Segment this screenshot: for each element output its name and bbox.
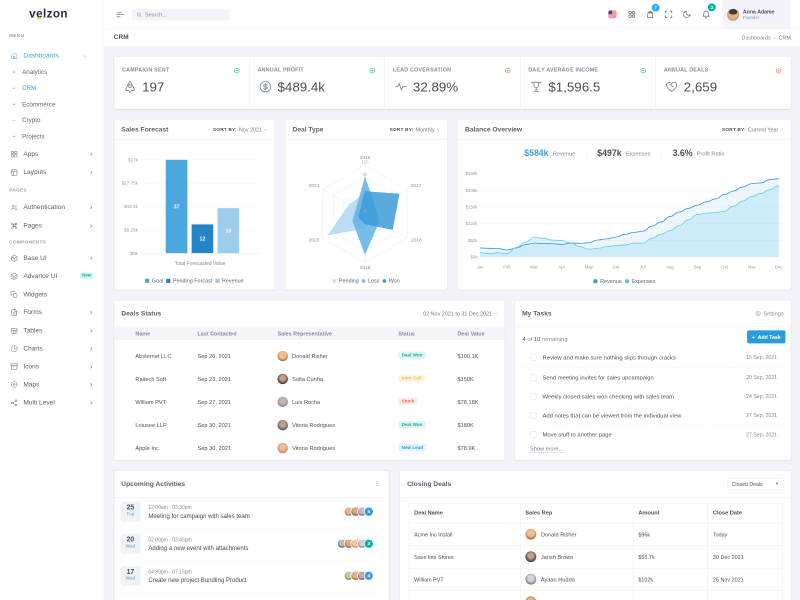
svg-text:60: 60	[363, 184, 368, 189]
svg-text:18: 18	[225, 229, 231, 235]
svg-text:May: May	[585, 265, 594, 270]
svg-text:$37k: $37k	[128, 157, 139, 162]
svg-text:$104k: $104k	[466, 221, 479, 226]
svg-text:2021: 2021	[309, 183, 320, 189]
svg-text:12: 12	[200, 236, 206, 242]
svg-text:Mar: Mar	[530, 265, 538, 270]
svg-text:$52k: $52k	[468, 238, 478, 243]
svg-text:0: 0	[364, 209, 367, 214]
svg-text:Total Forecasted Value: Total Forecasted Value	[175, 261, 226, 267]
svg-text:2017: 2017	[411, 183, 422, 189]
svg-text:Nov: Nov	[748, 265, 757, 270]
svg-text:$27.75k: $27.75k	[122, 181, 139, 186]
svg-text:$156k: $156k	[466, 205, 479, 210]
svg-text:Jun: Jun	[612, 265, 620, 270]
svg-text:$260k: $260k	[466, 171, 479, 176]
svg-text:$208k: $208k	[466, 188, 479, 193]
svg-text:Jul: Jul	[640, 265, 646, 270]
svg-text:Feb: Feb	[503, 265, 511, 270]
svg-text:2019: 2019	[360, 265, 371, 271]
svg-text:Dec: Dec	[775, 265, 784, 270]
svg-text:Apr: Apr	[558, 265, 565, 270]
svg-text:Aug: Aug	[666, 265, 674, 270]
svg-text:2020: 2020	[309, 237, 320, 243]
svg-text:2016: 2016	[360, 155, 371, 161]
svg-text:2018: 2018	[411, 237, 422, 243]
svg-text:$18.5k: $18.5k	[124, 204, 138, 209]
svg-text:Oct: Oct	[721, 265, 729, 270]
svg-text:90: 90	[363, 172, 368, 177]
svg-text:Sep: Sep	[694, 265, 702, 270]
svg-text:37: 37	[174, 204, 180, 210]
svg-text:$0k: $0k	[470, 255, 478, 260]
svg-text:$9.25k: $9.25k	[124, 227, 138, 232]
svg-text:120: 120	[362, 160, 370, 165]
svg-text:Jan: Jan	[476, 265, 484, 270]
svg-text:$0k: $0k	[131, 251, 139, 256]
